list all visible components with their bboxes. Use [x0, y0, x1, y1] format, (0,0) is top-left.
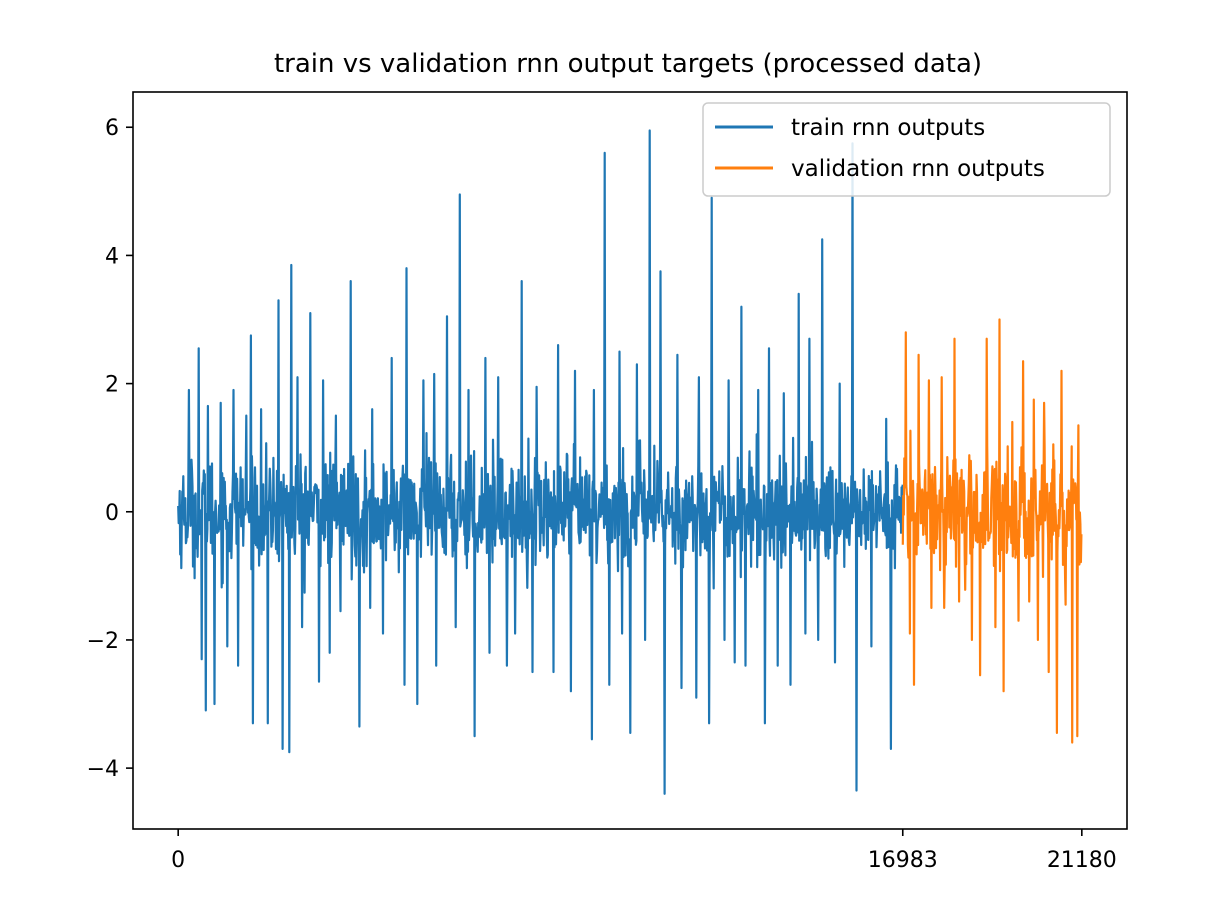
- chart-title: train vs validation rnn output targets (…: [274, 49, 982, 79]
- plot-frame: [132, 91, 1128, 830]
- legend-label-train: train rnn outputs: [791, 115, 985, 141]
- axes: −4 −2 0 2 4 6 0 16983 21180: [87, 91, 1128, 873]
- x-tick-label: 0: [171, 848, 185, 873]
- legend-box: [702, 102, 1111, 197]
- y-tick-label: 2: [105, 373, 119, 398]
- series-line-validation: [901, 318, 1083, 744]
- y-tick-label: 4: [105, 244, 119, 269]
- x-tick-label: 16983: [868, 848, 938, 873]
- legend-label-validation: validation rnn outputs: [791, 156, 1045, 182]
- plot-area: [177, 129, 1083, 795]
- y-tick-label: 6: [105, 116, 119, 141]
- y-tick-label: −2: [87, 629, 119, 654]
- y-tick-label: 0: [105, 501, 119, 526]
- legend: train rnn outputs validation rnn outputs: [702, 102, 1111, 197]
- series-line-train: [177, 129, 904, 795]
- y-tick-label: −4: [87, 757, 119, 782]
- x-tick-label: 21180: [1047, 848, 1117, 873]
